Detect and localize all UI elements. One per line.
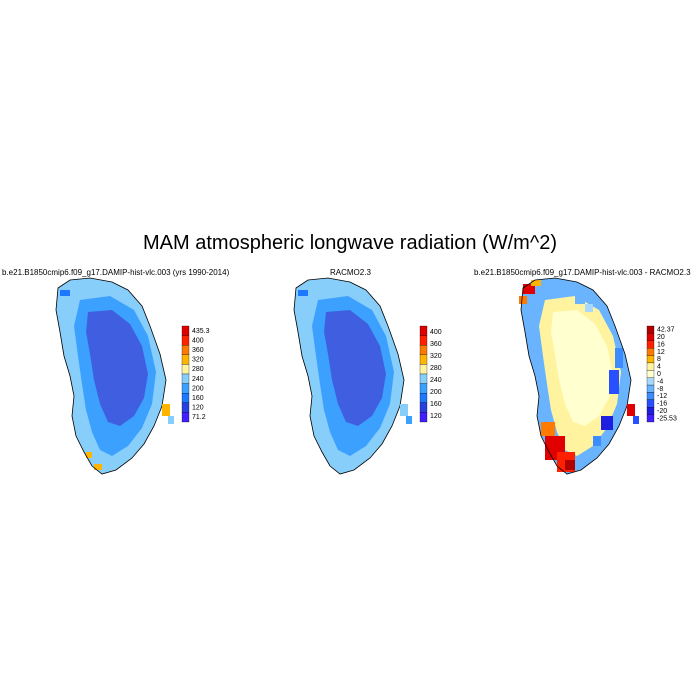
colorbar-label: 71.2 (192, 414, 206, 421)
colorbar-swatch (646, 340, 655, 349)
island-cell (168, 416, 174, 424)
island-cell (400, 404, 408, 416)
island-cell (406, 416, 412, 424)
colorbar-swatch (419, 393, 428, 403)
colorbar-label: 320 (430, 353, 442, 360)
panel-2-map: 400 360 320 280 240 200 160 120 (293, 277, 442, 475)
colorbar-swatch (646, 392, 655, 400)
grid-cell (531, 280, 541, 286)
colorbar-label: 0 (657, 371, 661, 378)
colorbar-swatch (646, 370, 655, 378)
panel-3-title: b.e21.B1850cmip6.f09_g17.DAMIP-hist-vlc.… (474, 268, 691, 277)
colorbar-swatch (646, 362, 655, 371)
colorbar-swatch (646, 377, 655, 386)
colorbar-swatch (646, 333, 655, 341)
colorbar-label: 280 (192, 366, 204, 373)
colorbar-label: 20 (657, 334, 665, 341)
coastline (520, 277, 632, 475)
panel-2-title: RACMO2.3 (330, 268, 371, 277)
colorbar-swatch (181, 402, 190, 413)
colorbar-swatch (419, 354, 428, 365)
grid-cell (585, 304, 593, 312)
grid-cell (593, 436, 601, 446)
colorbar-swatch (419, 412, 428, 423)
grid-cell (86, 452, 92, 458)
grid-cell (601, 416, 613, 430)
colorbar-label: 200 (192, 385, 204, 392)
colorbar-swatch (419, 325, 428, 336)
grid-cell (575, 296, 585, 304)
colorbar-label: 240 (192, 376, 204, 383)
grid-cell (565, 460, 575, 470)
grid-cell (519, 296, 527, 304)
colorbar-swatch (181, 364, 190, 375)
colorbar-label: 200 (430, 389, 442, 396)
colorbar-swatch (181, 373, 190, 384)
grid-cell (541, 422, 555, 436)
grid-cell (298, 290, 308, 296)
colorbar-label: 435.3 (192, 328, 210, 335)
colorbar-label: 160 (430, 401, 442, 408)
colorbar-swatch (646, 325, 655, 334)
colorbar-label: 360 (430, 341, 442, 348)
coastline (293, 277, 405, 475)
colorbar-label: -16 (657, 401, 667, 408)
colorbar-label: 160 (192, 395, 204, 402)
colorbar-label: 16 (657, 341, 665, 348)
grid-cell (60, 290, 70, 296)
colorbar-swatch (646, 399, 655, 408)
ice-interior-region (324, 310, 386, 426)
colorbar-label: -25.53 (657, 415, 677, 422)
colorbar-swatch (181, 325, 190, 336)
colorbar-label: 120 (192, 405, 204, 412)
colorbar-swatch (181, 354, 190, 365)
colorbar-swatch (646, 384, 655, 393)
colorbar-label: 240 (430, 377, 442, 384)
colorbar-swatch (419, 383, 428, 394)
main-title: MAM atmospheric longwave radiation (W/m^… (143, 232, 557, 254)
colorbar-swatch (419, 402, 428, 413)
ice-interior-region (551, 310, 613, 426)
colorbar-swatch (419, 373, 428, 384)
grid-cell (615, 348, 623, 368)
colorbar-swatch (181, 383, 190, 394)
colorbar-label: 120 (430, 413, 442, 420)
colorbar-label: 4 (657, 364, 661, 371)
colorbar-label: 320 (192, 357, 204, 364)
colorbar-swatch (646, 407, 655, 415)
colorbar-swatch (181, 335, 190, 346)
colorbar-swatch (181, 412, 190, 423)
colorbar-label: 8 (657, 356, 661, 363)
colorbar-label: 280 (430, 365, 442, 372)
colorbar-label: 360 (192, 347, 204, 354)
colorbar-swatch (419, 345, 428, 355)
colorbar-swatch (181, 393, 190, 403)
colorbar-label: 400 (192, 337, 204, 344)
coastline (55, 277, 167, 475)
colorbar-label: 42.37 (657, 327, 675, 334)
colorbar-swatch (646, 355, 655, 364)
colorbar-swatch (646, 348, 655, 356)
island-cell (627, 404, 635, 416)
colorbar-swatch (646, 414, 655, 423)
grid-cell (609, 370, 619, 394)
colorbar-label: -4 (657, 378, 663, 385)
panel-1-map: 435.3 400 360 320 280 240 200 160 120 71.2 (55, 277, 210, 475)
colorbar-swatch (419, 335, 428, 346)
panel-1-title: b.e21.B1850cmip6.f09_g17.DAMIP-hist-vlc.… (2, 268, 230, 277)
grid-cell (523, 284, 535, 294)
colorbar-label: 12 (657, 349, 665, 356)
ice-interior-region (86, 310, 148, 426)
island-cell (162, 404, 170, 416)
colorbar-label: -12 (657, 393, 667, 400)
colorbar-label: -8 (657, 386, 663, 393)
grid-cell (94, 464, 102, 470)
colorbar-label: 400 (430, 329, 442, 336)
colorbar-swatch (419, 364, 428, 375)
colorbar-label: -20 (657, 408, 667, 415)
island-cell (633, 416, 639, 424)
colorbar-swatch (181, 345, 190, 355)
